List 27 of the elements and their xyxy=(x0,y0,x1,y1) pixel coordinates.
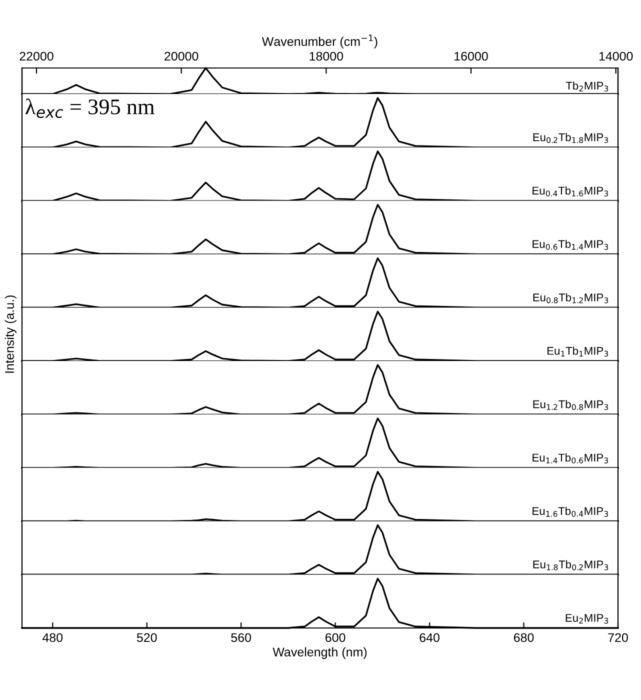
x2-tick-label: 22000 xyxy=(20,52,54,61)
series-label: Eu$_{1.8}$Tb$_{0.2}$MIP$_{3}$ xyxy=(533,560,608,570)
x-tick-label: 480 xyxy=(42,633,63,642)
series-label: Eu$_{0.8}$Tb$_{1.2}$MIP$_{3}$ xyxy=(533,293,608,304)
series-label: Eu$_{1.6}$Tb$_{0.4}$MIP$_{3}$ xyxy=(532,506,608,517)
x-tick-label: 640 xyxy=(420,633,440,642)
annotation: λ$_{exc}$ = 395 nm xyxy=(26,98,154,118)
x-tick-label: 520 xyxy=(136,633,157,642)
x2-tick-label: 16000 xyxy=(454,52,488,61)
x2-tick-label: 20000 xyxy=(164,52,198,61)
x-tick-label: 600 xyxy=(326,633,346,642)
series-label: Eu$_{1.4}$Tb$_{0.6}$MIP$_{3}$ xyxy=(532,453,608,464)
series-label: Eu$_{0.4}$Tb$_{1.6}$MIP$_{3}$ xyxy=(532,186,608,196)
series-label: Eu$_{0.6}$Tb$_{1.4}$MIP$_{3}$ xyxy=(532,240,608,250)
x2-tick-label: 18000 xyxy=(310,52,344,61)
series-label: Eu$_{1}$Tb$_{1}$MIP$_{3}$ xyxy=(548,346,608,357)
series-label: Tb$_{2}$MIP$_{3}$ xyxy=(566,82,608,92)
x-tick-label: 720 xyxy=(608,633,628,642)
series-label: Eu$_{1.2}$Tb$_{0.8}$MIP$_{3}$ xyxy=(533,400,608,410)
series-label: Eu$_{2}$MIP$_{3}$ xyxy=(566,614,608,624)
y-axis-title: Intensity (a.u.) xyxy=(4,295,16,373)
x2-axis-title: Wavenumber (cm$^{−1}$) xyxy=(262,34,378,48)
x2-tick-label: 14000 xyxy=(599,52,633,61)
x-tick-label: 560 xyxy=(231,633,252,642)
x-axis-title: Wavelength (nm) xyxy=(272,647,367,659)
series-label: Eu$_{0.2}$Tb$_{1.8}$MIP$_{3}$ xyxy=(533,133,608,144)
x-tick-label: 680 xyxy=(514,633,534,642)
